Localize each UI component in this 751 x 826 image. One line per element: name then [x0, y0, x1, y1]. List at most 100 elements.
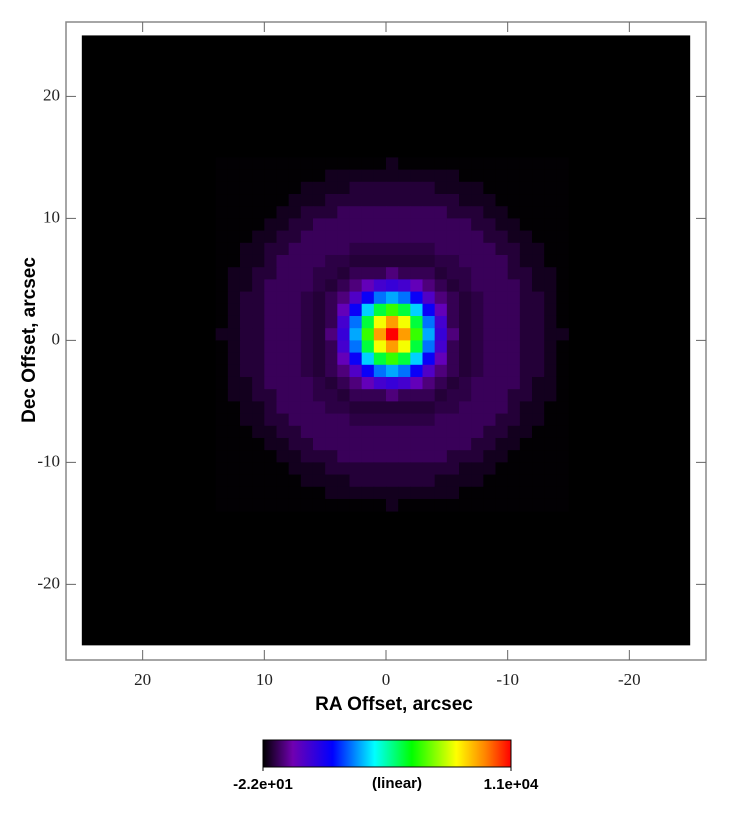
heatmap-cell [349, 486, 363, 500]
heatmap-cell [434, 462, 448, 475]
heatmap-cell [459, 315, 472, 329]
heatmap-cell [373, 315, 387, 329]
heatmap-cell [373, 303, 387, 317]
heatmap-cell [264, 389, 277, 402]
heatmap-cell [349, 450, 363, 463]
heatmap-cell [507, 401, 521, 414]
heatmap-cell [288, 206, 302, 219]
heatmap-cell [300, 364, 314, 378]
heatmap-cell [446, 230, 460, 244]
heatmap-cell [325, 169, 338, 183]
heatmap-cell [495, 254, 509, 268]
heatmap-cell [300, 498, 314, 512]
heatmap-cell [471, 254, 484, 268]
heatmap-cell [361, 218, 375, 232]
heatmap-cell [337, 206, 350, 219]
heatmap-cell [325, 254, 338, 268]
heatmap-cell [227, 450, 241, 463]
heatmap-cell [544, 401, 557, 414]
heatmap-cell [495, 279, 509, 292]
heatmap-cell [300, 425, 314, 439]
heatmap-cell [288, 254, 302, 268]
heatmap-cell [495, 181, 509, 195]
heatmap-cell [507, 474, 521, 488]
heatmap-cell [556, 498, 569, 512]
heatmap-cell [386, 291, 399, 305]
heatmap-cell [507, 450, 521, 463]
heatmap-cell [300, 413, 314, 427]
heatmap-cell [337, 242, 350, 256]
heatmap-cell [532, 462, 545, 475]
heatmap-cell [434, 425, 448, 439]
heatmap-cell [459, 157, 472, 171]
heatmap-cell [410, 498, 423, 512]
heatmap-cell [276, 194, 290, 207]
heatmap-cell [471, 498, 484, 512]
heatmap-cell [386, 364, 399, 378]
heatmap-cell [300, 206, 314, 219]
heatmap-cell [519, 450, 533, 463]
heatmap-cell [434, 206, 448, 219]
heatmap-cell [337, 157, 350, 171]
heatmap-cell [264, 218, 277, 232]
heatmap-cell [252, 437, 265, 451]
heatmap-cell [288, 279, 302, 292]
heatmap-cell [459, 267, 472, 280]
heatmap-cell [434, 340, 448, 353]
heatmap-cell [337, 303, 350, 317]
heatmap-cell [519, 413, 533, 427]
heatmap-cell [288, 389, 302, 402]
heatmap-cell [532, 376, 545, 390]
heatmap-cell [459, 242, 472, 256]
heatmap-cell [288, 352, 302, 366]
heatmap-cell [349, 230, 363, 244]
heatmap-cell [349, 413, 363, 427]
heatmap-cell [276, 254, 290, 268]
heatmap-cell [276, 462, 290, 475]
heatmap-cell [483, 315, 496, 329]
heatmap-cell [215, 279, 229, 292]
heatmap-cell [519, 267, 533, 280]
heatmap-cell [398, 315, 411, 329]
heatmap-cell [544, 194, 557, 207]
heatmap-cell [215, 401, 229, 414]
heatmap-cell [495, 474, 509, 488]
heatmap-cell [519, 254, 533, 268]
heatmap-cell [446, 169, 460, 183]
heatmap-cell [556, 376, 569, 390]
heatmap-cell [422, 218, 436, 232]
heatmap-cell [312, 157, 326, 171]
heatmap-cell [446, 157, 460, 171]
heatmap-cell [471, 157, 484, 171]
heatmap-cell [325, 462, 338, 475]
heatmap-cell [544, 181, 557, 195]
heatmap-cell [495, 425, 509, 439]
heatmap-cell [410, 364, 423, 378]
heatmap-cell [264, 498, 277, 512]
heatmap-cell [264, 267, 277, 280]
heatmap-cell [410, 254, 423, 268]
heatmap-cell [300, 401, 314, 414]
heatmap-cell [532, 328, 545, 341]
heatmap-cell [239, 242, 253, 256]
heatmap-cell [459, 230, 472, 244]
heatmap-cell [349, 462, 363, 475]
heatmap-cell [239, 401, 253, 414]
heatmap-cell [252, 340, 265, 353]
heatmap-cell [483, 340, 496, 353]
heatmap-cell [300, 315, 314, 329]
heatmap-cell [471, 437, 484, 451]
heatmap-cell [519, 328, 533, 341]
heatmap-cell [300, 279, 314, 292]
heatmap-cell [483, 230, 496, 244]
heatmap-cell [422, 181, 436, 195]
heatmap-cell [446, 206, 460, 219]
heatmap-cell [507, 389, 521, 402]
heatmap-cell [215, 181, 229, 195]
heatmap-cell [495, 328, 509, 341]
heatmap-cell [422, 315, 436, 329]
heatmap-cell [422, 498, 436, 512]
heatmap-cell [386, 194, 399, 207]
heatmap-cell [556, 303, 569, 317]
